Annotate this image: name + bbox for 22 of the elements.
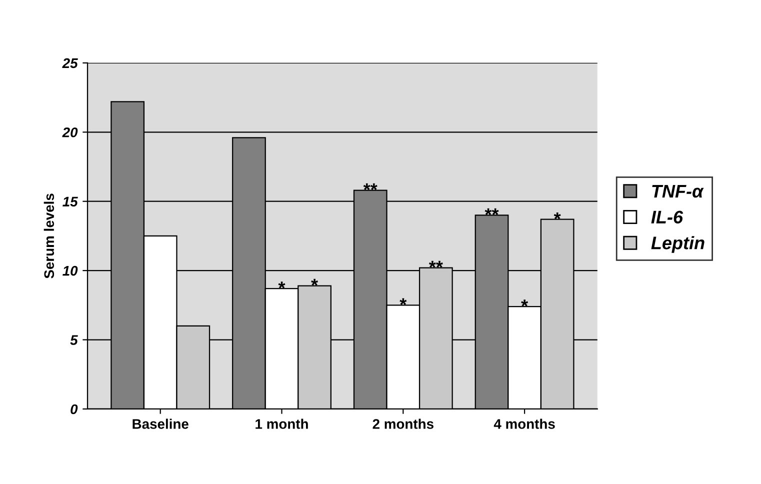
- x-tick-label: 1 month: [256, 418, 308, 429]
- data-label: *: [400, 298, 407, 306]
- data-label: **: [484, 208, 499, 216]
- y-tick-label: 25: [62, 58, 78, 68]
- data-label: *: [278, 282, 286, 288]
- legend-label: TNF-α: [652, 185, 704, 198]
- legend-label: Leptin: [651, 236, 704, 253]
- data-label: *: [521, 300, 528, 306]
- y-axis-title: Serum levels: [44, 194, 54, 278]
- data-label: **: [428, 260, 443, 268]
- x-tick-label: 2 months: [372, 418, 434, 429]
- data-label: *: [554, 212, 561, 220]
- data-label: *: [311, 278, 318, 286]
- legend-label: IL-6: [651, 210, 684, 224]
- y-tick-label: 10: [62, 266, 78, 276]
- y-tick-label: 15: [62, 196, 78, 207]
- y-tick-label: 20: [62, 127, 78, 138]
- data-label: **: [363, 183, 378, 190]
- x-tick-label: Baseline: [132, 418, 188, 429]
- y-tick-label: 0: [70, 404, 78, 414]
- x-tick-label: 4 months: [494, 418, 555, 429]
- y-tick-label: 5: [70, 335, 78, 345]
